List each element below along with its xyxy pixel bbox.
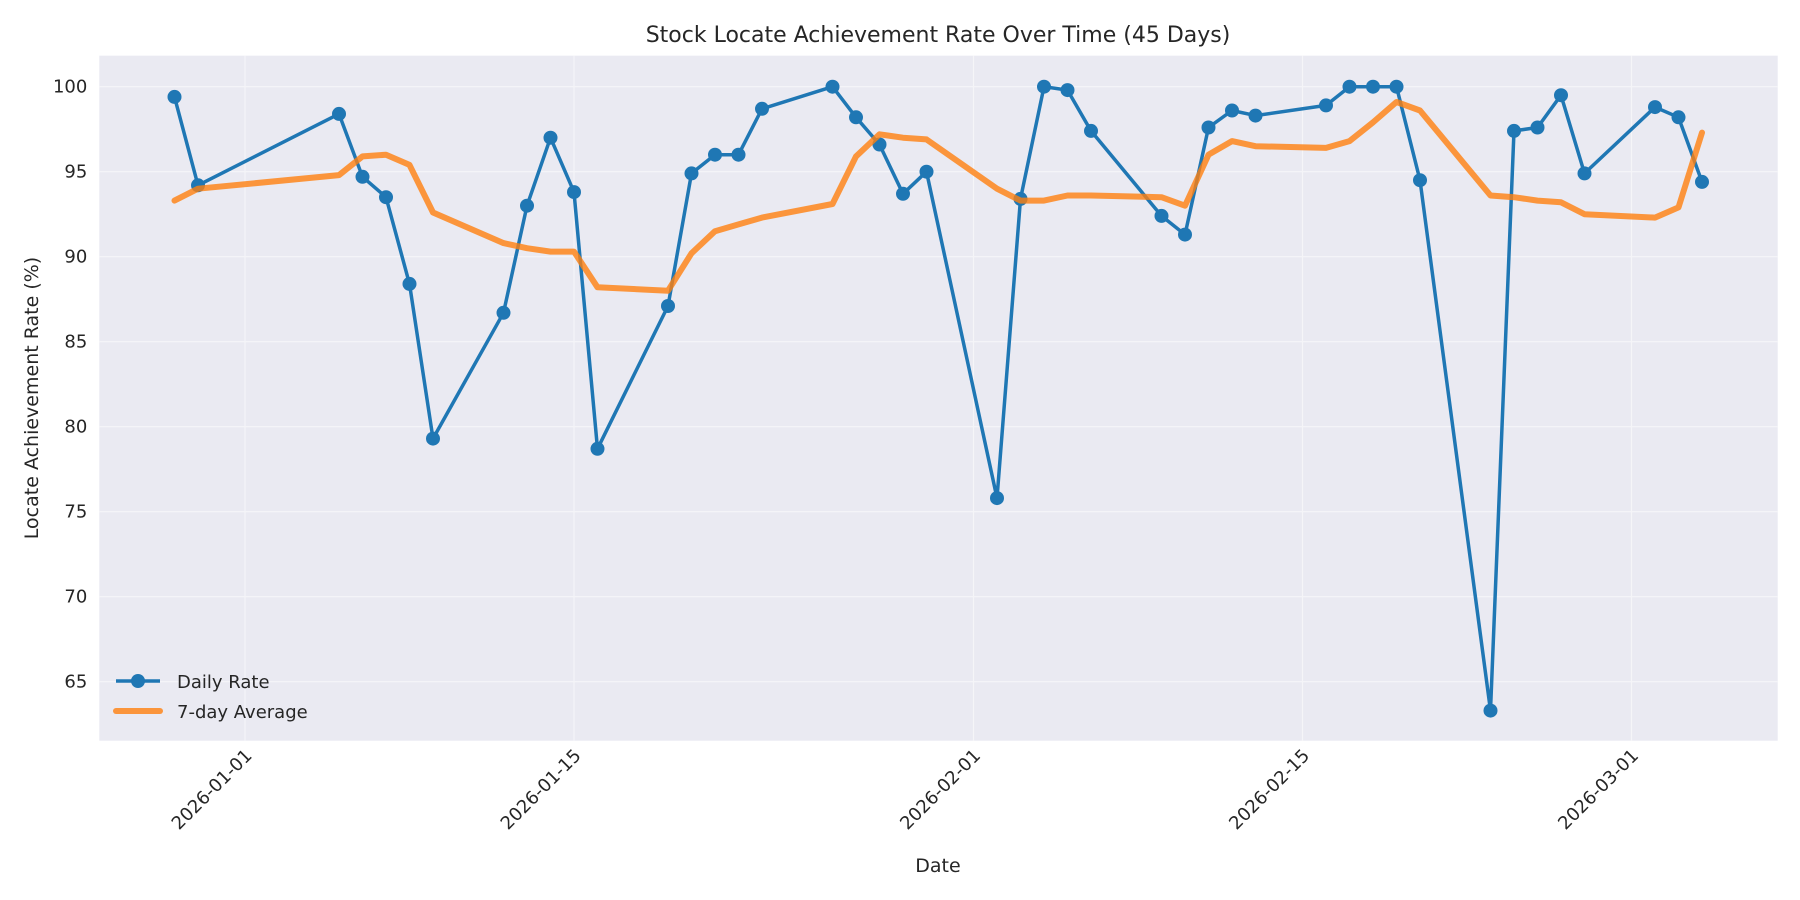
data-point [1248, 108, 1263, 123]
y-tick-label: 80 [64, 417, 87, 438]
y-axis-label: Locate Achievement Rate (%) [21, 257, 43, 539]
data-point [708, 147, 722, 162]
data-point [1060, 83, 1075, 98]
x-tick-label: 2026-02-15 [1225, 745, 1314, 834]
x-axis-label: Date [915, 855, 960, 877]
data-point [896, 186, 910, 201]
data-point [1037, 79, 1051, 94]
y-tick-label: 75 [64, 502, 87, 523]
data-point [919, 164, 934, 179]
data-point [496, 305, 511, 320]
data-point [731, 147, 746, 162]
data-point [1695, 174, 1709, 189]
series-7-day-average [171, 99, 1705, 294]
data-point [1201, 120, 1216, 135]
data-point [1366, 79, 1380, 94]
y-tick-label: 65 [64, 672, 87, 693]
legend-label-daily-rate: Daily Rate [177, 672, 270, 693]
data-point [1154, 208, 1169, 223]
y-tick-label: 95 [64, 162, 87, 183]
data-point [1507, 123, 1521, 138]
data-point [1648, 100, 1662, 115]
data-point [825, 79, 840, 94]
series-daily-rate [167, 79, 1709, 718]
data-point [402, 276, 417, 291]
data-point [684, 166, 699, 181]
data-point [1554, 88, 1568, 103]
data-point [849, 110, 863, 125]
legend-marker-circle-icon [131, 674, 145, 688]
y-axis-ticks: 65 70 75 80 85 90 95 100 [53, 77, 87, 693]
data-point [426, 431, 440, 446]
plot-area [99, 55, 1778, 741]
x-axis-ticks: 2026-01-01 2026-01-15 2026-02-01 2026-02-15… [168, 745, 1643, 834]
y-tick-label: 70 [64, 587, 87, 608]
data-point [755, 101, 769, 116]
data-point [661, 299, 675, 313]
data-point [990, 491, 1004, 506]
x-tick-label: 2026-02-01 [896, 745, 985, 834]
data-point [1671, 110, 1686, 125]
data-point [1577, 166, 1592, 181]
data-point [1178, 227, 1192, 242]
data-point [332, 106, 346, 121]
data-point [1483, 703, 1498, 718]
data-point [1225, 103, 1239, 118]
data-point [379, 190, 393, 205]
legend-item-daily-rate: Daily Rate [116, 672, 270, 693]
data-point [1319, 98, 1333, 113]
data-point [1413, 173, 1427, 188]
y-tick-label: 85 [64, 332, 87, 353]
legend-label-7-day-average: 7-day Average [177, 702, 308, 723]
x-tick-label: 2026-01-15 [497, 745, 586, 834]
data-point [567, 185, 581, 200]
legend: Daily Rate 7-day Average [113, 672, 308, 723]
data-point [167, 89, 182, 104]
data-point [1389, 79, 1404, 94]
data-point [543, 130, 558, 145]
series-layer [167, 79, 1709, 718]
data-point [1530, 120, 1545, 135]
y-tick-label: 100 [53, 77, 87, 98]
data-point [590, 441, 605, 456]
legend-item-7-day-average: 7-day Average [113, 702, 308, 723]
data-point [355, 169, 370, 184]
y-tick-label: 90 [64, 247, 87, 268]
x-tick-label: 2026-03-01 [1554, 745, 1643, 834]
data-point [1084, 123, 1098, 138]
data-point [520, 198, 534, 213]
data-point [1342, 79, 1357, 94]
x-tick-label: 2026-01-01 [168, 745, 257, 834]
7-day-average-line [171, 99, 1705, 294]
chart-title: Stock Locate Achievement Rate Over Time … [646, 23, 1231, 48]
